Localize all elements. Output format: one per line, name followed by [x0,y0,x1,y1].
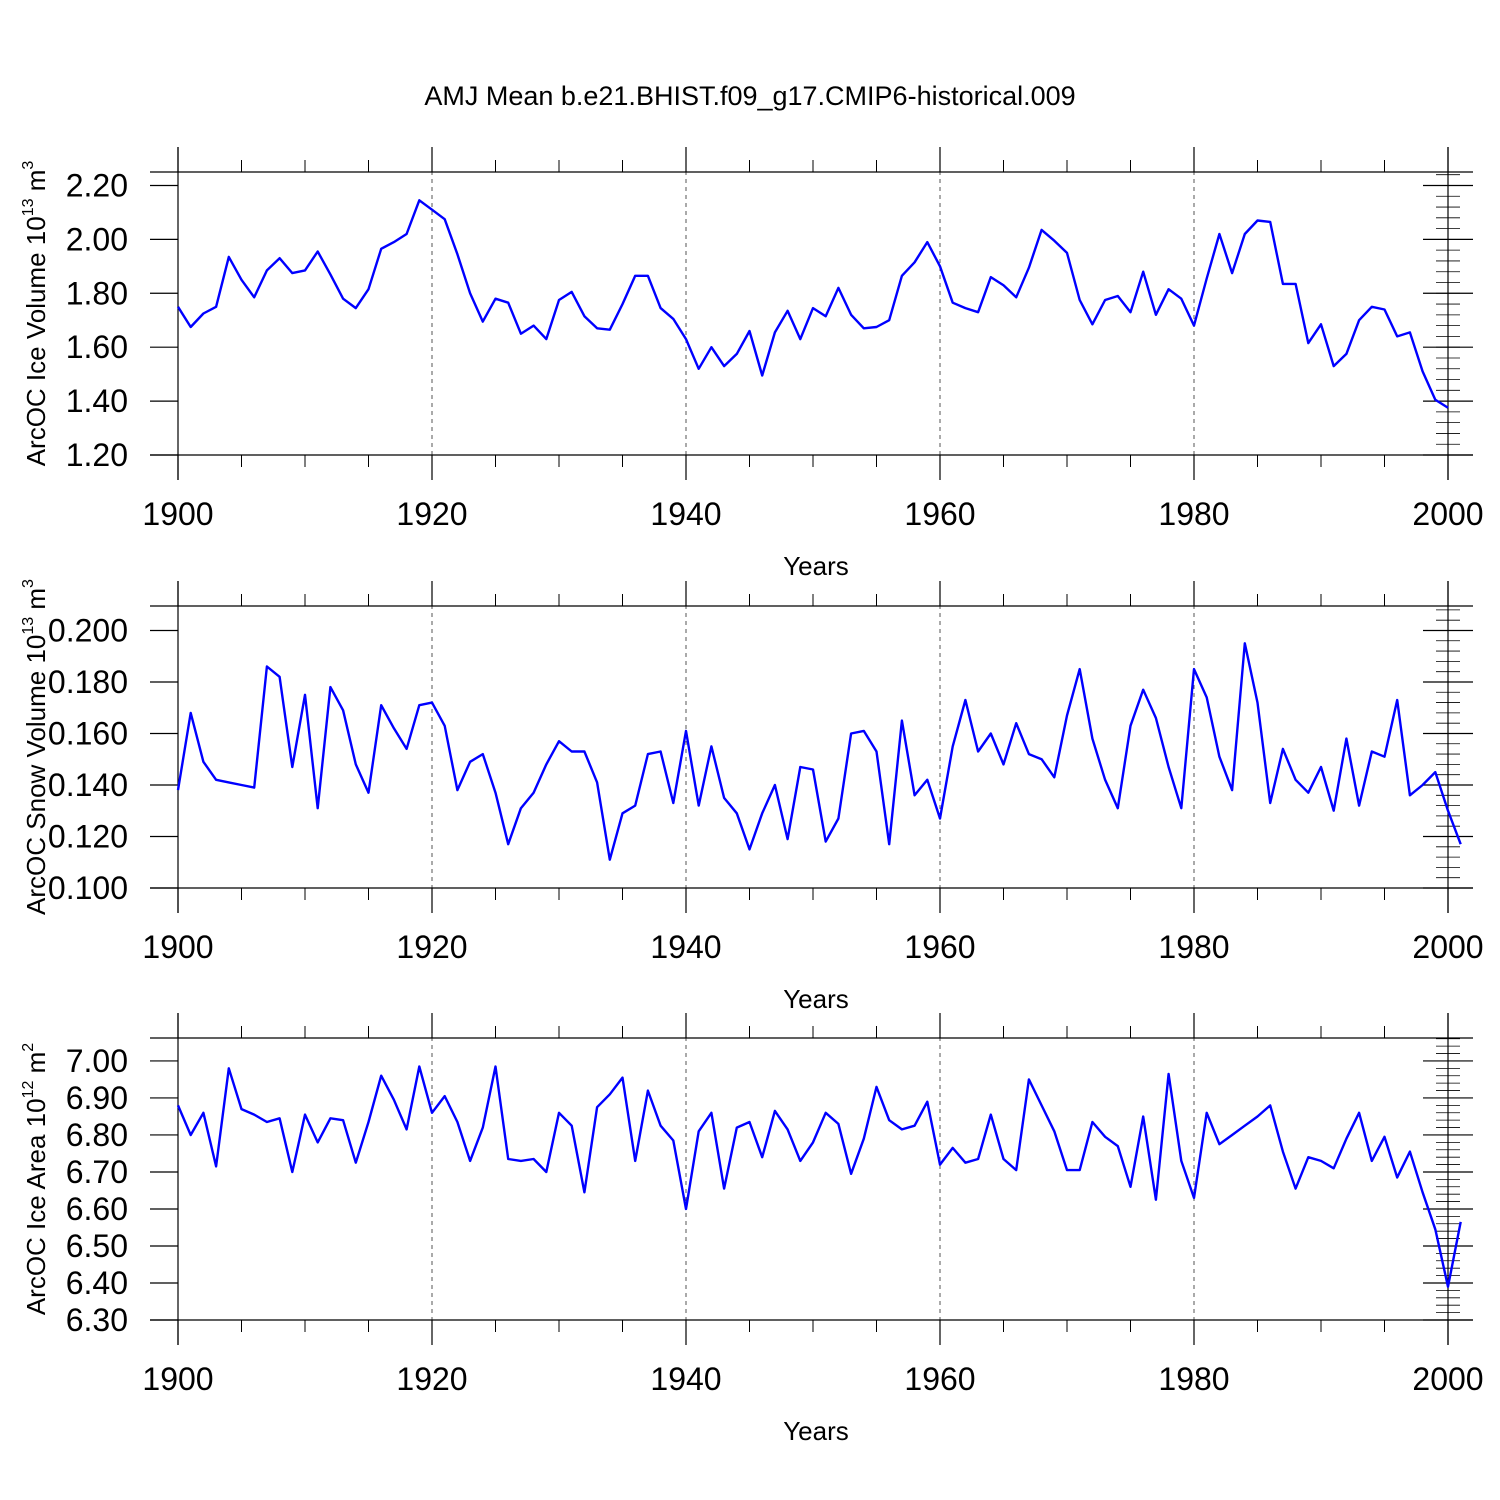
snow-volume-ylabel-exp: 13 [20,617,37,635]
ice-volume-series-line-0 [176,199,1449,409]
ice-volume-ylabel-unit-exp: 3 [20,161,37,170]
ice-area-xtick-label: 1940 [650,1361,721,1397]
snow-volume-xtick-label: 2000 [1412,929,1483,965]
ice-area-xtick-label: 1920 [396,1361,467,1397]
ice-area-panel: 1900 1920 1940 1960 1980 2000 6.306.406.506.60… [20,1013,1484,1446]
ice-area-ytick-label: 6.60 [66,1191,128,1227]
snow-volume-xtick-label: 1940 [650,929,721,965]
ice-area-ytick-label: 6.40 [66,1265,128,1301]
ice-volume-xtick-label: 1960 [904,496,975,532]
ice-volume-ytick-label: 2.20 [66,167,128,203]
ice-area-ytick-label: 6.50 [66,1228,128,1264]
snow-volume-xlabel: Years [783,984,849,1014]
ice-area-xtick-label: 1980 [1158,1361,1229,1397]
snow-volume-ytick-label: 0.200 [48,612,128,648]
ice-area-xtick-label: 1960 [904,1361,975,1397]
ice-volume-ytick-label: 2.00 [66,221,128,257]
ice-volume-ylabel-text: ArcOC Ice Volume 10 [21,216,51,466]
ice-area-xtick-label: 1900 [142,1361,213,1397]
snow-volume-xtick-label: 1920 [396,929,467,965]
ice-volume-xtick-label: 1920 [396,496,467,532]
ice-area-ylabel-exp: 12 [20,1081,37,1099]
panels: 1900 1920 1940 1960 1980 2000 1.20 1.40 1.60 1.80… [20,147,1484,1446]
ice-volume-ytick-label: 1.20 [66,437,128,473]
ice-volume-xlabel: Years [783,551,849,581]
ice-area-ytick-label: 6.90 [66,1080,128,1116]
ice-area-ytick-label: 6.80 [66,1117,128,1153]
ice-area-xtick-label: 2000 [1412,1361,1483,1397]
ice-area-ylabel-unit-exp: 2 [20,1043,37,1052]
ice-volume-ylabel: ArcOC Ice Volume 1013 m3 [20,161,51,467]
ice-volume-xtick-label: 1900 [142,496,213,532]
snow-volume-ytick-label: 0.180 [48,664,128,700]
ice-volume-xtick-label: 1980 [1158,496,1229,532]
snow-volume-xtick-label: 1900 [142,929,213,965]
ice-volume-ylabel-unit: m [21,170,51,199]
ice-area-ytick-label: 6.70 [66,1154,128,1190]
ice-volume-ytick-label: 1.40 [66,383,128,419]
ice-area-ylabel-unit: m [21,1052,51,1081]
snow-volume-series-line-0 [176,642,1462,861]
ice-volume-xtick-label: 1940 [650,496,721,532]
ice-area-ytick-label: 6.30 [66,1302,128,1338]
snow-volume-ytick-label: 0.100 [48,870,128,906]
snow-volume-panel: 1900 1920 1940 1960 1980 2000 0.100 0.120 0.140 0… [20,579,1484,1014]
figure-title: AMJ Mean b.e21.BHIST.f09_g17.CMIP6-histo… [424,81,1075,111]
snow-volume-ytick-label: 0.160 [48,715,128,751]
snow-volume-xtick-label: 1980 [1158,929,1229,965]
ice-area-ytick-label: 7.00 [66,1043,128,1079]
snow-volume-xtick-label: 1960 [904,929,975,965]
snow-volume-ylabel-text: ArcOC Snow Volume 10 [21,635,51,915]
ice-volume-ytick-label: 1.60 [66,329,128,365]
snow-volume-ylabel-unit-exp: 3 [20,579,37,588]
snow-volume-ytick-label: 0.120 [48,818,128,854]
snow-volume-ytick-label: 0.140 [48,767,128,803]
ice-volume-xtick-label: 2000 [1412,496,1483,532]
snow-volume-ylabel: ArcOC Snow Volume 1013 m3 [20,579,51,915]
ice-volume-panel: 1900 1920 1940 1960 1980 2000 1.20 1.40 1.60 1.80… [20,147,1484,581]
ice-area-xlabel: Years [783,1416,849,1446]
ice-area-ylabel: ArcOC Ice Area 1012 m2 [20,1043,51,1315]
ice-volume-ytick-label: 1.80 [66,275,128,311]
snow-volume-ylabel-unit: m [21,588,51,617]
ice-area-series-line-0 [176,1065,1462,1288]
ice-area-ylabel-text: ArcOC Ice Area 10 [21,1098,51,1315]
ice-volume-ylabel-exp: 13 [20,198,37,216]
